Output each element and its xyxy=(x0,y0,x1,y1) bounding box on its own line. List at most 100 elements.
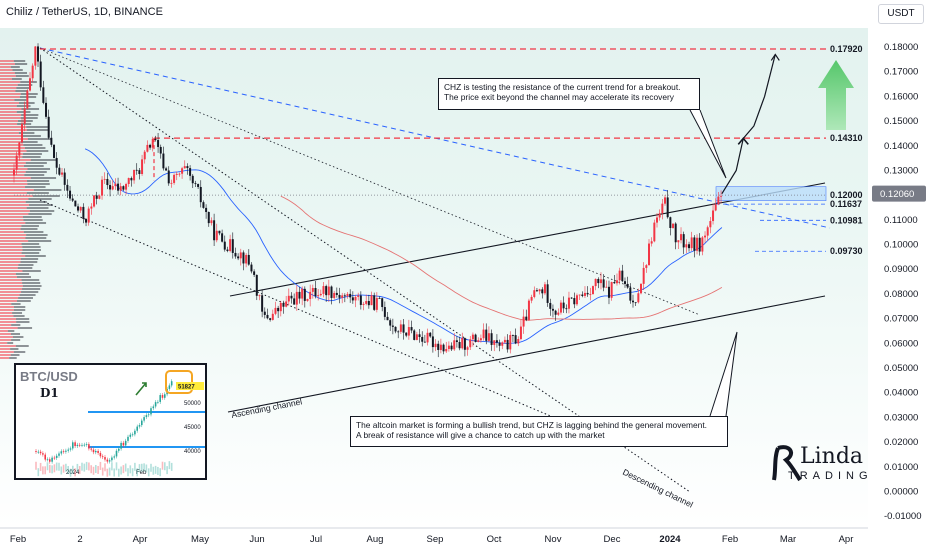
inset-volume-bar xyxy=(51,465,53,474)
candle-body xyxy=(559,302,562,313)
inset-candle-body xyxy=(46,459,49,461)
candle-body xyxy=(656,217,659,223)
y-tick-label: 0.11000 xyxy=(884,215,918,226)
candle-body xyxy=(303,288,306,301)
candle-body xyxy=(322,286,325,294)
y-tick-label: 0.07000 xyxy=(884,314,918,325)
candle-body xyxy=(327,286,330,296)
candle-body xyxy=(645,265,648,268)
candle-body xyxy=(680,234,683,241)
candle-body xyxy=(477,340,480,342)
volume-bar xyxy=(14,63,28,65)
volume-bar xyxy=(25,255,46,257)
inset-volume-bar xyxy=(76,463,79,472)
volume-bar xyxy=(23,219,43,221)
candle-body xyxy=(125,184,128,190)
candle-body xyxy=(658,213,661,218)
candle-body xyxy=(709,221,712,228)
volume-bar xyxy=(16,318,30,320)
volume-bar xyxy=(0,333,12,335)
candle-body xyxy=(626,283,629,288)
candle-body xyxy=(231,239,234,253)
volume-bar xyxy=(23,153,42,155)
candle-body xyxy=(335,292,338,295)
volume-bar xyxy=(0,267,18,269)
candle-body xyxy=(234,252,237,257)
volume-bar xyxy=(0,243,22,245)
candle-body xyxy=(503,339,506,343)
candle-body xyxy=(650,241,653,244)
volume-bar xyxy=(0,63,15,65)
candle-body xyxy=(282,302,285,307)
inset-volume-bar xyxy=(147,468,150,477)
volume-bar xyxy=(16,87,30,89)
candle-body xyxy=(167,170,170,184)
x-tick-label: 2 xyxy=(77,534,82,545)
inset-candle-body xyxy=(97,450,99,453)
inset-candle-body xyxy=(154,402,157,407)
candle-body xyxy=(306,299,309,301)
ma-fast-line xyxy=(84,148,723,344)
candle-body xyxy=(621,270,624,282)
inset-volume-bar xyxy=(74,468,76,477)
volume-bar xyxy=(13,315,25,317)
x-tick-label: Apr xyxy=(839,534,854,545)
candle-body xyxy=(159,146,162,154)
candle-body xyxy=(263,311,266,315)
candle-body xyxy=(111,186,114,190)
inset-volume-bar xyxy=(145,464,148,473)
inset-volume-bar xyxy=(85,461,88,470)
candle-body xyxy=(71,198,74,201)
volume-bar xyxy=(0,186,26,188)
inset-candle-body xyxy=(141,420,143,426)
candle-body xyxy=(538,289,541,292)
volume-bar xyxy=(0,81,21,83)
candle-body xyxy=(389,320,392,326)
volume-bar xyxy=(0,303,12,305)
inset-volume-bar xyxy=(58,462,60,471)
candle-body xyxy=(319,293,322,296)
volume-bar xyxy=(0,84,18,86)
volume-bar xyxy=(17,276,31,278)
volume-bar xyxy=(18,264,34,266)
inset-volume-bar xyxy=(88,462,90,471)
inset-candle-body xyxy=(104,457,106,460)
volume-bar xyxy=(24,174,45,176)
candle-body xyxy=(623,281,626,284)
candle-body xyxy=(442,344,445,352)
volume-bar xyxy=(0,120,19,122)
volume-bar xyxy=(0,240,29,242)
candle-body xyxy=(223,241,226,250)
volume-bar xyxy=(11,324,21,326)
volume-bar xyxy=(20,141,38,143)
x-tick-label: 2024 xyxy=(659,534,681,545)
level-label: 0.17920 xyxy=(830,44,863,54)
candle-body xyxy=(367,301,370,306)
candle-body xyxy=(594,278,597,287)
y-tick-label: 0.09000 xyxy=(884,264,918,275)
candle-body xyxy=(34,46,37,66)
inset-candle-body xyxy=(55,455,58,458)
volume-bar xyxy=(0,123,18,125)
candle-body xyxy=(13,169,15,176)
inset-volume-bar xyxy=(101,467,104,476)
inset-volume-bar xyxy=(164,462,166,471)
inset-volume-bar xyxy=(166,466,168,475)
volume-bar xyxy=(0,309,14,311)
candle-body xyxy=(181,168,184,174)
volume-bar xyxy=(26,126,48,128)
inset-candle-body xyxy=(74,442,76,447)
volume-bar xyxy=(0,336,13,338)
volume-bar xyxy=(0,159,31,161)
candle-body xyxy=(498,342,501,346)
inset-candle-body xyxy=(122,442,125,446)
candle-body xyxy=(640,283,642,294)
inset-candle-body xyxy=(53,457,56,459)
candle-body xyxy=(413,330,416,340)
currency-unit-button[interactable]: USDT xyxy=(878,4,924,24)
volume-bar xyxy=(11,78,22,80)
candle-body xyxy=(293,298,296,305)
volume-bar xyxy=(14,99,27,101)
volume-bar xyxy=(30,177,57,179)
inset-volume-bar xyxy=(127,468,129,477)
